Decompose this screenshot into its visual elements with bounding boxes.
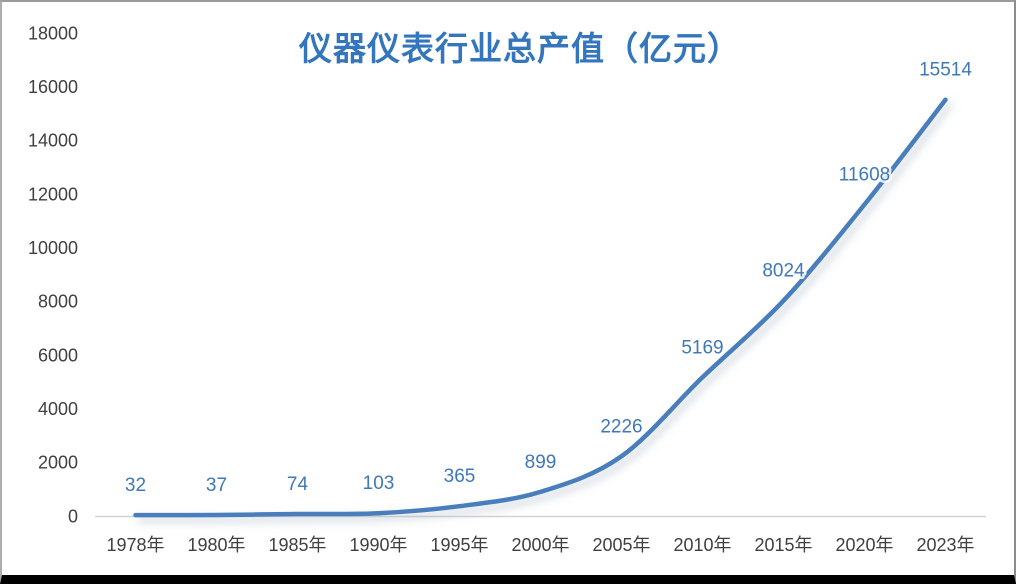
x-tick-label: 1990年 xyxy=(349,535,407,555)
data-label: 365 xyxy=(444,466,476,487)
x-tick-label: 2005年 xyxy=(592,535,650,555)
data-label: 74 xyxy=(287,474,309,495)
y-tick-label: 14000 xyxy=(28,131,78,151)
y-tick-label: 10000 xyxy=(28,238,78,258)
x-axis-tick-labels: 1978年 1980年 1985年 1990年 1995年 2000年 2005年 2010年… xyxy=(106,535,974,555)
y-axis-tick-labels: 0 2000 4000 6000 8000 10000 12000 14000 16000 180… xyxy=(28,23,78,526)
chart-title: 仪器仪表行业总产值（亿元） xyxy=(298,30,741,67)
x-tick-label: 2000年 xyxy=(511,535,569,555)
x-tick-label: 2020年 xyxy=(835,535,893,555)
data-label: 15514 xyxy=(919,60,972,81)
x-tick-label: 2010年 xyxy=(673,535,731,555)
x-tick-label: 1980年 xyxy=(187,535,245,555)
data-label: 103 xyxy=(363,473,395,494)
data-label: 11608 xyxy=(839,165,890,186)
y-tick-label: 8000 xyxy=(38,292,78,312)
data-label: 37 xyxy=(206,475,227,496)
y-tick-label: 6000 xyxy=(38,345,78,365)
data-label: 899 xyxy=(525,452,557,473)
x-tick-label: 1978年 xyxy=(106,535,164,555)
line-chart: 仪器仪表行业总产值（亿元） 0 2000 4000 6000 8000 10000 1200… xyxy=(28,23,986,555)
data-label: 32 xyxy=(125,475,146,496)
data-label: 8024 xyxy=(762,261,805,282)
y-tick-label: 4000 xyxy=(38,399,78,419)
data-label: 5169 xyxy=(681,337,723,358)
y-tick-label: 0 xyxy=(68,506,78,526)
series-line xyxy=(133,97,948,518)
y-tick-label: 18000 xyxy=(28,23,78,43)
x-tick-label: 2023年 xyxy=(916,535,974,555)
data-label: 2226 xyxy=(600,416,642,437)
x-tick-label: 1985年 xyxy=(268,535,326,555)
x-tick-label: 2015年 xyxy=(754,535,812,555)
data-labels: 32 37 74 103 365 899 2226 5169 8024 11608 15514 xyxy=(122,57,974,498)
y-tick-label: 16000 xyxy=(28,77,78,97)
x-tick-label: 1995年 xyxy=(430,535,488,555)
y-tick-label: 2000 xyxy=(38,453,78,473)
y-tick-label: 12000 xyxy=(28,184,78,204)
